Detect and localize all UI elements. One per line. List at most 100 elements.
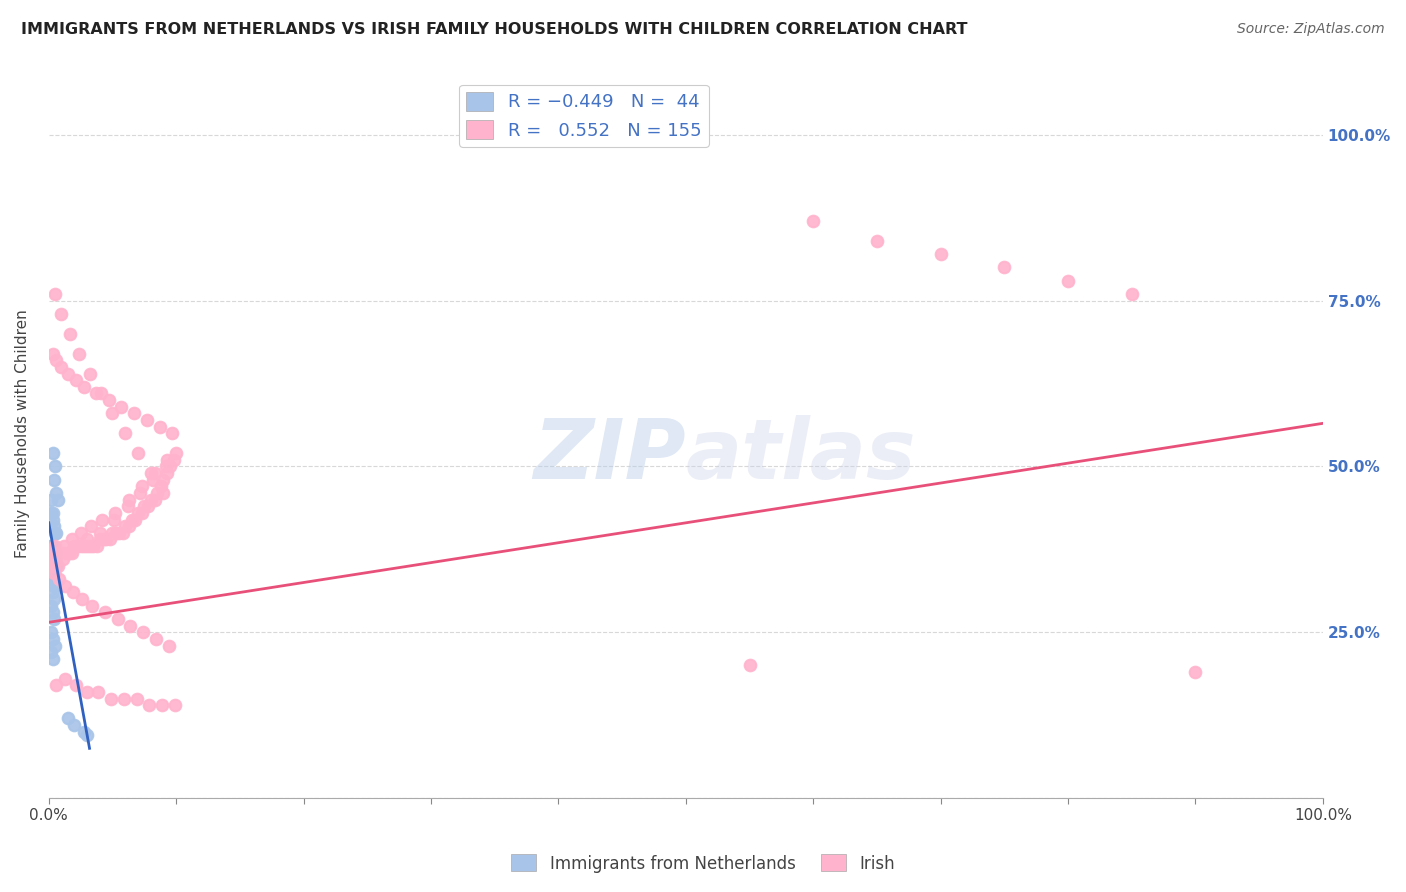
Point — [91, 512, 114, 526]
Point — [1057, 274, 1080, 288]
Point — [52, 552, 75, 566]
Point — [44, 552, 66, 566]
Point — [41, 539, 63, 553]
Point — [90, 386, 112, 401]
Point — [138, 698, 160, 713]
Point — [53, 546, 76, 560]
Point — [105, 525, 128, 540]
Point — [146, 486, 169, 500]
Point — [1184, 665, 1206, 679]
Point — [162, 452, 184, 467]
Point — [56, 367, 79, 381]
Point — [41, 446, 63, 460]
Point — [39, 558, 62, 573]
Point — [152, 486, 174, 500]
Point — [108, 525, 131, 540]
Point — [45, 546, 67, 560]
Point — [48, 546, 70, 560]
Point — [41, 585, 63, 599]
Point — [70, 592, 93, 607]
Point — [58, 546, 80, 560]
Point — [42, 566, 65, 580]
Point — [48, 572, 70, 586]
Point — [87, 685, 110, 699]
Point — [118, 519, 141, 533]
Point — [42, 566, 65, 580]
Point — [76, 728, 98, 742]
Point — [143, 466, 166, 480]
Point — [101, 406, 124, 420]
Point — [42, 546, 65, 560]
Point — [56, 711, 79, 725]
Point — [45, 525, 67, 540]
Point — [60, 533, 83, 547]
Point — [149, 419, 172, 434]
Point — [41, 566, 63, 580]
Point — [97, 393, 120, 408]
Point — [41, 572, 63, 586]
Point — [69, 525, 91, 540]
Point — [118, 492, 141, 507]
Point — [46, 558, 69, 573]
Point — [122, 406, 145, 420]
Point — [93, 533, 115, 547]
Point — [117, 500, 139, 514]
Point — [39, 539, 62, 553]
Point — [42, 546, 65, 560]
Point — [67, 347, 90, 361]
Point — [79, 539, 101, 553]
Point — [63, 718, 86, 732]
Point — [152, 473, 174, 487]
Point — [45, 558, 67, 573]
Point — [79, 367, 101, 381]
Point — [89, 525, 111, 540]
Point — [111, 525, 134, 540]
Point — [45, 353, 67, 368]
Point — [159, 459, 181, 474]
Point — [139, 466, 162, 480]
Point — [98, 533, 121, 547]
Point — [69, 539, 91, 553]
Point — [41, 552, 63, 566]
Point — [125, 691, 148, 706]
Point — [41, 558, 63, 573]
Point — [39, 572, 62, 586]
Point — [104, 506, 127, 520]
Point — [44, 539, 66, 553]
Point — [46, 492, 69, 507]
Text: IMMIGRANTS FROM NETHERLANDS VS IRISH FAMILY HOUSEHOLDS WITH CHILDREN CORRELATION: IMMIGRANTS FROM NETHERLANDS VS IRISH FAM… — [21, 22, 967, 37]
Point — [41, 347, 63, 361]
Point — [39, 558, 62, 573]
Point — [157, 639, 180, 653]
Point — [76, 539, 98, 553]
Text: Source: ZipAtlas.com: Source: ZipAtlas.com — [1237, 22, 1385, 37]
Point — [149, 479, 172, 493]
Point — [86, 539, 108, 553]
Point — [145, 632, 167, 646]
Legend: Immigrants from Netherlands, Irish: Immigrants from Netherlands, Irish — [505, 847, 901, 880]
Point — [866, 234, 889, 248]
Point — [65, 678, 87, 692]
Point — [929, 247, 952, 261]
Point — [156, 452, 179, 467]
Point — [41, 552, 63, 566]
Point — [165, 446, 187, 460]
Point — [131, 479, 153, 493]
Point — [94, 533, 117, 547]
Point — [39, 599, 62, 613]
Point — [39, 645, 62, 659]
Point — [1121, 287, 1143, 301]
Point — [82, 539, 104, 553]
Point — [135, 413, 157, 427]
Point — [73, 724, 96, 739]
Point — [44, 639, 66, 653]
Point — [155, 459, 177, 474]
Point — [60, 546, 83, 560]
Text: ZIP: ZIP — [533, 415, 686, 496]
Point — [993, 260, 1015, 275]
Point — [45, 678, 67, 692]
Point — [44, 552, 66, 566]
Point — [42, 612, 65, 626]
Point — [44, 525, 66, 540]
Point — [46, 546, 69, 560]
